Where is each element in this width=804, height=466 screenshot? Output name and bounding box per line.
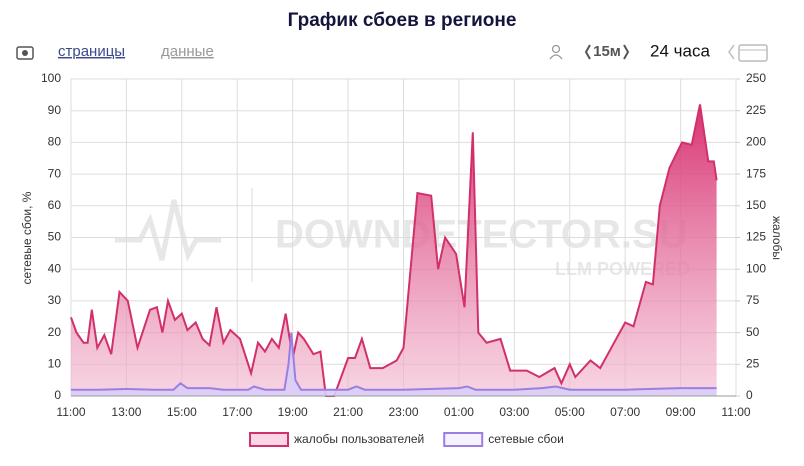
y2-tick-label: 100: [746, 261, 766, 275]
x-tick-label: 07:00: [610, 405, 640, 419]
camera-icon[interactable]: [16, 46, 34, 60]
x-tick-label: 09:00: [666, 405, 696, 419]
interval-arrows[interactable]: [584, 44, 630, 60]
y2-tick-label: 175: [746, 166, 766, 180]
y-tick-label: 80: [48, 135, 62, 149]
y-tick-label: 20: [48, 325, 62, 339]
legend-swatch: [249, 432, 289, 447]
y2-tick-label: 25: [746, 356, 760, 370]
y2-tick-label: 250: [746, 71, 766, 85]
x-tick-label: 11:00: [56, 405, 85, 419]
x-tick-label: 23:00: [388, 405, 418, 419]
x-tick-label: 19:00: [278, 405, 308, 419]
range[interactable]: 24 часа: [650, 41, 710, 60]
x-tick-label: 13:00: [111, 405, 141, 419]
watermark: DOWNDETECTOR.SU LLM POWERED: [115, 188, 690, 282]
y-tick-label: 90: [48, 103, 62, 117]
x-tick-label: 05:00: [555, 405, 585, 419]
chart-title: График сбоев в регионе: [288, 10, 517, 31]
x-tick-label: 15:00: [167, 405, 197, 419]
y-tick-label: 50: [48, 230, 62, 244]
y2-axis-label: жалобы: [770, 216, 784, 260]
y2-tick-label: 0: [746, 388, 753, 402]
prev-arrow[interactable]: [728, 44, 735, 60]
y-axis-label: сетевые сбои, %: [20, 191, 34, 284]
x-tick-label: 11:00: [721, 405, 750, 419]
series-line: [70, 104, 718, 397]
y2-tick-label: 150: [746, 198, 766, 212]
x-tick-label: 01:00: [444, 405, 474, 419]
interval[interactable]: 15м: [593, 43, 621, 60]
y2-tick-label: 200: [746, 135, 766, 149]
x-tick-label: 03:00: [499, 405, 529, 419]
calendar-icon[interactable]: [738, 44, 768, 62]
legend-swatch: [443, 432, 484, 447]
y2-tick-label: 50: [746, 325, 760, 339]
series-line: [71, 332, 717, 391]
y-tick-label: 100: [41, 71, 61, 85]
legend-label: сетевые сбои: [488, 432, 564, 446]
x-tick-label: 21:00: [333, 405, 363, 419]
y2-tick-label: 125: [746, 230, 766, 244]
x-tick-label: 17:00: [222, 405, 252, 419]
tab-data[interactable]: данные: [161, 43, 214, 60]
y-tick-label: 10: [48, 356, 62, 370]
y-tick-label: 70: [48, 166, 62, 180]
watermark-text: DOWNDETECTOR.SU: [275, 213, 688, 257]
tab-pages[interactable]: страницы: [58, 43, 125, 60]
area-fill: [71, 104, 717, 397]
y-tick-label: 0: [54, 388, 61, 402]
user-icon[interactable]: [549, 44, 563, 60]
y2-tick-label: 75: [746, 293, 760, 307]
legend-label: жалобы пользователей: [294, 432, 424, 446]
y2-tick-label: 225: [746, 103, 766, 117]
y-tick-label: 40: [48, 261, 62, 275]
y-tick-label: 30: [48, 293, 62, 307]
y-tick-label: 60: [48, 198, 62, 212]
